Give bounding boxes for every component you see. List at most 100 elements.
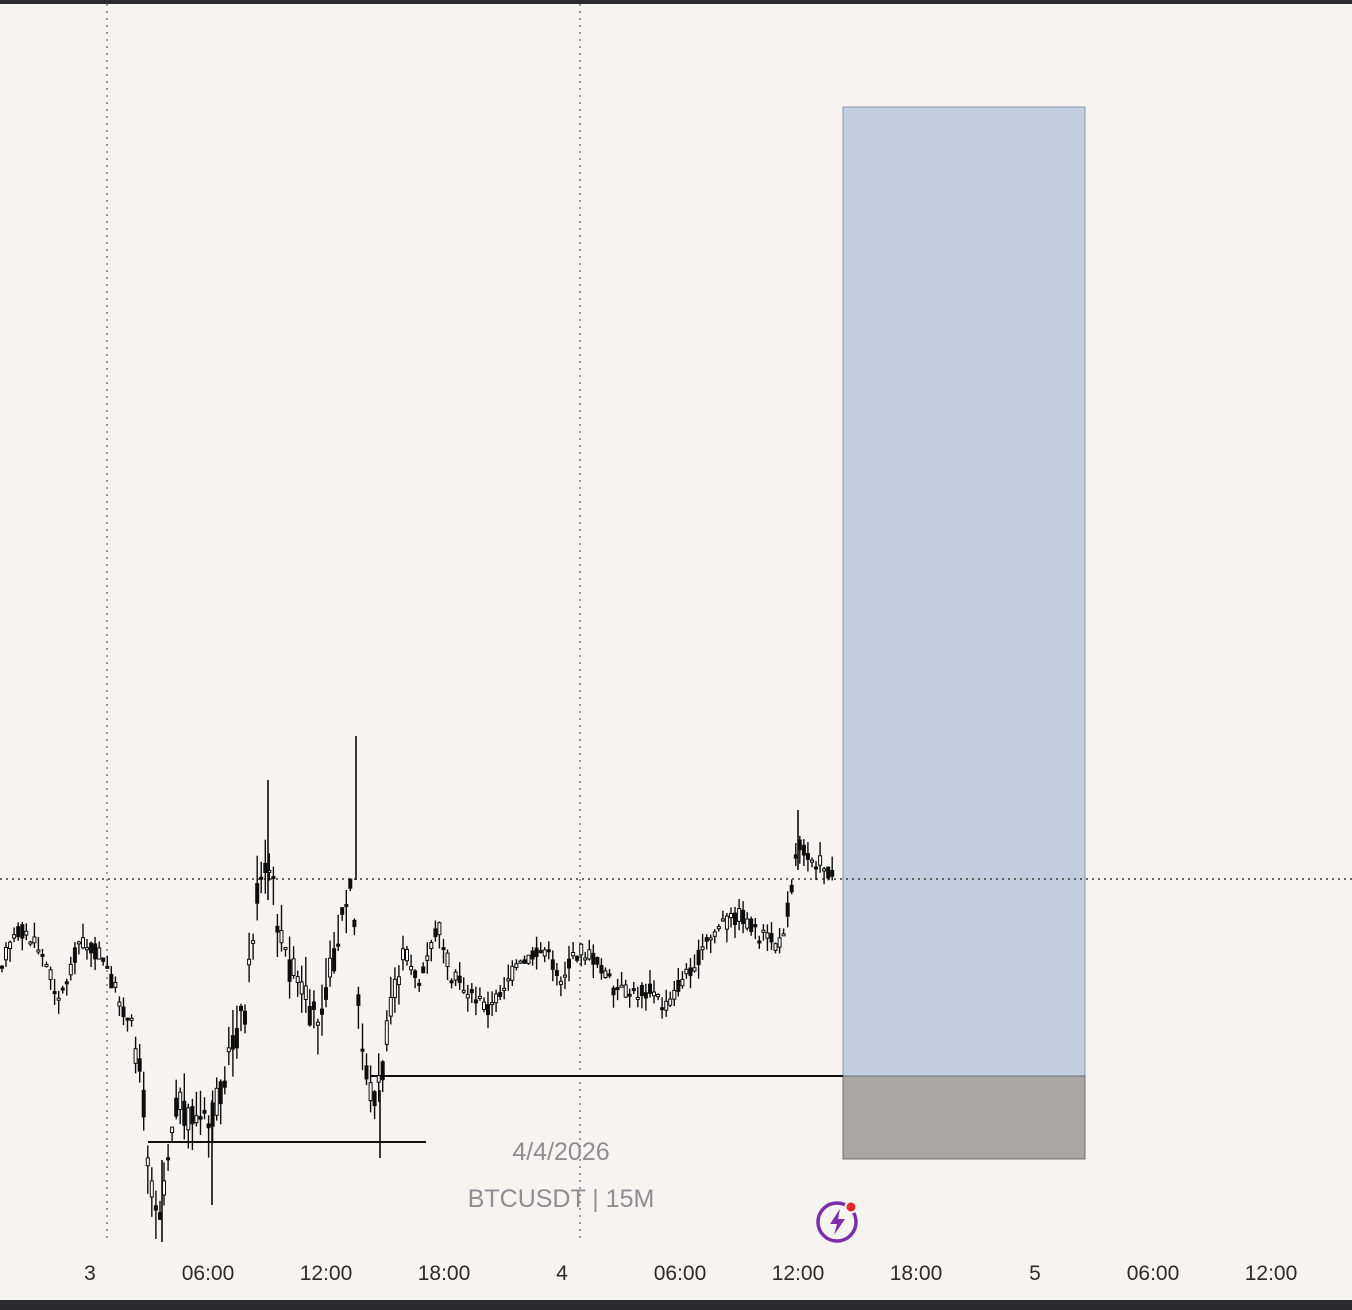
x-tick-label: 06:00 bbox=[653, 1262, 707, 1285]
candle-body bbox=[591, 952, 596, 965]
candle-body bbox=[328, 957, 333, 978]
candle-body bbox=[299, 981, 304, 995]
candle-body bbox=[716, 926, 721, 930]
candle-body bbox=[603, 970, 608, 979]
candle-body bbox=[162, 1180, 166, 1196]
candle-body bbox=[522, 959, 527, 964]
candle-body bbox=[255, 883, 260, 904]
candle-body bbox=[648, 983, 652, 994]
candle-body bbox=[692, 967, 697, 972]
candle-body bbox=[202, 1110, 207, 1114]
candle-body bbox=[259, 876, 264, 880]
candle-body bbox=[56, 997, 61, 1001]
candle-body bbox=[324, 987, 328, 1000]
candle-body bbox=[307, 1006, 312, 1026]
candle-body bbox=[315, 1021, 320, 1026]
candle-body bbox=[85, 947, 89, 951]
candle-body bbox=[421, 966, 426, 974]
candle-body bbox=[0, 965, 4, 969]
candle-body bbox=[239, 1005, 243, 1012]
candle-body bbox=[20, 924, 25, 939]
chart-date-watermark: 4/4/2026 bbox=[512, 1138, 610, 1166]
candle-body bbox=[660, 1007, 665, 1011]
candle-body bbox=[413, 970, 418, 978]
candle-body bbox=[8, 941, 13, 950]
candle-body bbox=[4, 947, 8, 961]
candle-body bbox=[182, 1100, 187, 1126]
candle-body bbox=[643, 992, 648, 999]
candle-body bbox=[773, 943, 778, 951]
candle-body bbox=[44, 964, 49, 968]
candle-body bbox=[631, 988, 636, 992]
x-tick-label: 4 bbox=[556, 1262, 568, 1285]
candle-body bbox=[688, 967, 693, 977]
candle-body bbox=[737, 908, 742, 922]
loss-zone bbox=[842, 1075, 1086, 1160]
candle-body bbox=[486, 1004, 490, 1016]
candle-body bbox=[526, 954, 531, 964]
candle-body bbox=[623, 984, 628, 998]
candle-body bbox=[583, 957, 588, 961]
candle-body bbox=[538, 950, 543, 954]
candle-body bbox=[72, 947, 77, 963]
candle-body bbox=[287, 959, 292, 982]
candle-body bbox=[457, 975, 462, 984]
candle-body bbox=[822, 868, 827, 872]
candle-body bbox=[291, 958, 296, 977]
candle-body bbox=[409, 965, 414, 971]
candle-body bbox=[121, 1006, 126, 1018]
candle-body bbox=[482, 1001, 486, 1010]
candle-body bbox=[16, 926, 21, 938]
candle-body bbox=[554, 970, 559, 976]
candle-body bbox=[684, 968, 689, 975]
candle-body bbox=[174, 1097, 179, 1117]
candle-body bbox=[392, 978, 397, 999]
candle-body bbox=[64, 981, 69, 985]
x-tick-label: 5 bbox=[1029, 1262, 1041, 1285]
candle-body bbox=[514, 963, 519, 968]
candle-body bbox=[696, 949, 701, 966]
candle-body bbox=[368, 1082, 373, 1102]
candle-body bbox=[611, 987, 616, 996]
candle-body bbox=[805, 853, 810, 860]
chart-symbol-watermark: BTCUSDT | 15M bbox=[467, 1185, 655, 1213]
candle-body bbox=[186, 1107, 191, 1131]
x-tick-label: 12:00 bbox=[771, 1262, 825, 1285]
candle-body bbox=[761, 929, 766, 933]
candle-body bbox=[214, 1087, 219, 1116]
candle-body bbox=[178, 1091, 183, 1110]
candle-body bbox=[388, 996, 393, 1017]
candle-body bbox=[117, 1001, 122, 1007]
candle-body bbox=[664, 1000, 669, 1011]
x-tick-label: 18:00 bbox=[889, 1262, 943, 1285]
candle-body bbox=[194, 1115, 199, 1124]
candle-body bbox=[627, 993, 632, 997]
x-tick-label: 18:00 bbox=[417, 1262, 471, 1285]
candle-body bbox=[206, 1123, 211, 1129]
candle-body bbox=[93, 943, 98, 960]
candle-body bbox=[810, 859, 814, 863]
candle-body bbox=[599, 964, 604, 974]
candle-body bbox=[226, 1047, 231, 1053]
window-frame-top bbox=[0, 0, 1352, 4]
candle-body bbox=[777, 937, 782, 948]
candle-body bbox=[109, 973, 114, 989]
candle-body bbox=[311, 1001, 316, 1010]
candle-body bbox=[595, 957, 600, 965]
candle-body bbox=[170, 1126, 175, 1134]
candle-body bbox=[101, 957, 106, 962]
candle-body bbox=[490, 1002, 495, 1006]
candle-body bbox=[733, 912, 737, 925]
candle-body bbox=[741, 909, 746, 924]
candle-body bbox=[230, 1035, 235, 1050]
candle-body bbox=[453, 971, 458, 981]
candle-body bbox=[477, 995, 482, 999]
profit-zone bbox=[842, 106, 1086, 1077]
bolt-icon[interactable] bbox=[815, 1198, 861, 1244]
candle-body bbox=[356, 994, 361, 1006]
candle-body bbox=[571, 952, 576, 957]
candle-body bbox=[271, 876, 276, 880]
candle-body bbox=[113, 982, 118, 988]
candle-body bbox=[105, 965, 110, 969]
